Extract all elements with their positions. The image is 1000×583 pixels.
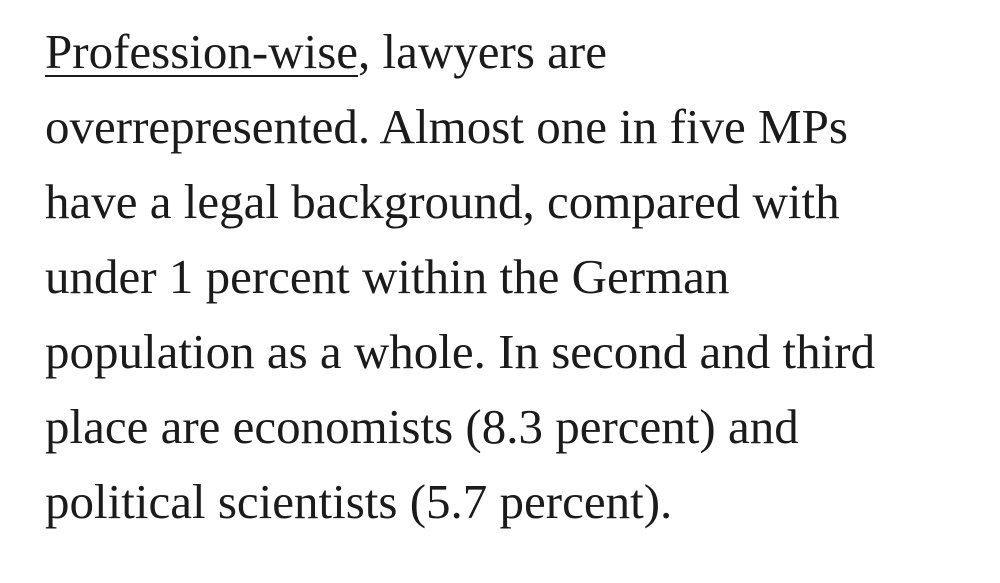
text-line: place are economists (8.3 percent) and <box>45 399 799 454</box>
link[interactable]: Profession-wise <box>45 24 359 79</box>
text-line: have a legal background, compared with <box>45 174 840 229</box>
text-line: overrepresented. Almost one in five MPs <box>45 99 848 154</box>
text-line: Profession-wise, lawyers are <box>45 14 985 89</box>
text-line: population as a whole. In second and thi… <box>45 324 876 379</box>
text: , lawyers are <box>358 24 607 79</box>
text-line: political scientists (5.7 percent). <box>45 474 673 529</box>
text-line: under 1 percent within the German <box>45 249 730 304</box>
paragraph: Profession-wise, lawyers are overreprese… <box>45 14 985 539</box>
